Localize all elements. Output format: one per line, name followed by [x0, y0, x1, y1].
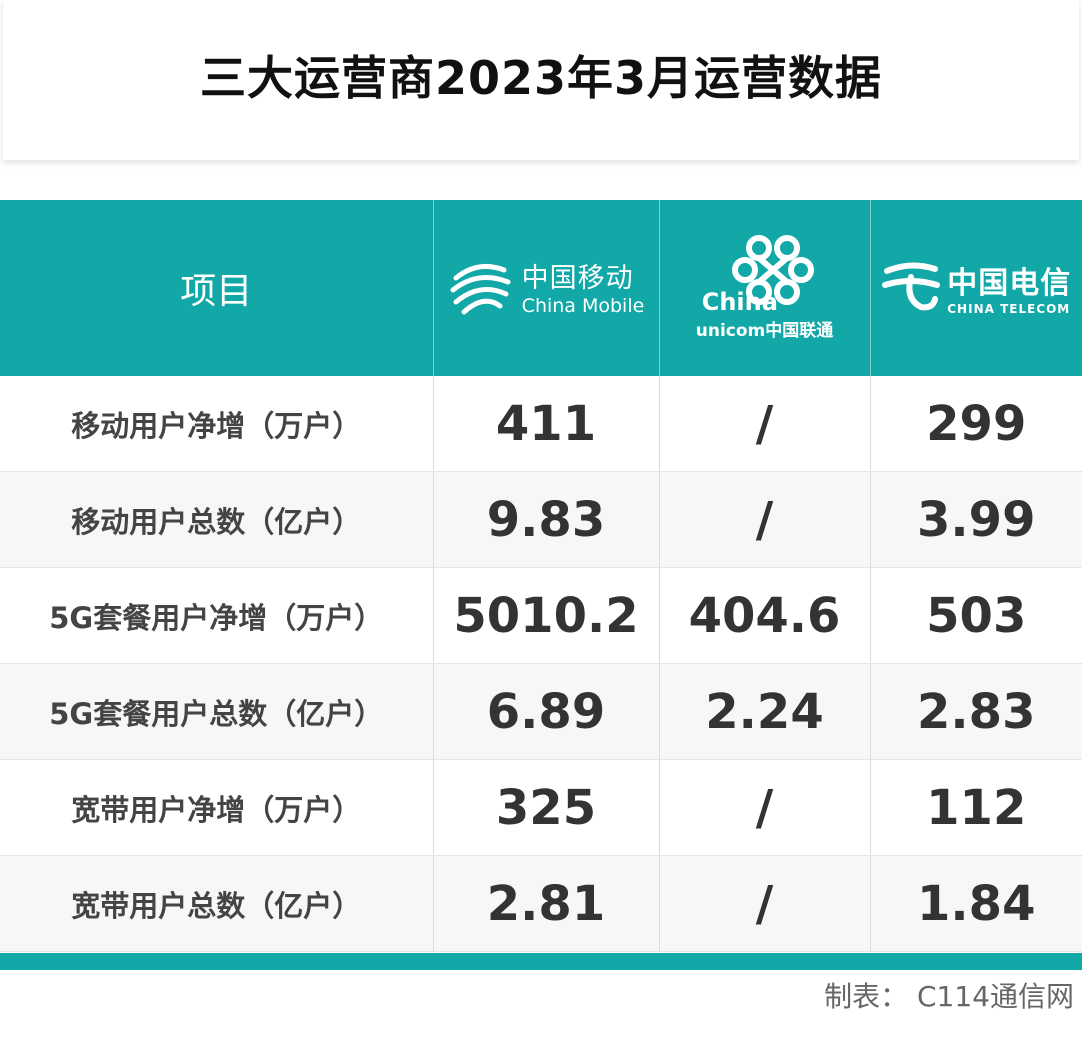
cell-china-mobile: 325: [433, 759, 660, 856]
china-telecom-logo: 中国电信 CHINA TELECOM: [881, 258, 1071, 316]
china-unicom-line2: unicom: [695, 321, 766, 341]
cell-china-telecom: 299: [870, 376, 1082, 472]
row-label: 宽带用户总数（亿户）: [0, 855, 434, 952]
table-row: 5G套餐用户总数（亿户） 6.89 2.24 2.83: [0, 663, 1082, 760]
cell-china-mobile: 5010.2: [433, 567, 660, 664]
table-row: 移动用户总数（亿户） 9.83 / 3.99: [0, 471, 1082, 568]
china-telecom-cn: 中国电信: [947, 265, 1072, 301]
cell-china-telecom: 112: [870, 759, 1082, 856]
data-table: 项目 中国移动: [0, 200, 1082, 952]
cell-china-unicom: 2.24: [659, 663, 871, 760]
row-label: 移动用户净增（万户）: [0, 376, 434, 472]
cell-china-telecom: 3.99: [870, 471, 1082, 568]
bottom-accent-bar: [0, 953, 1082, 970]
china-unicom-knot-icon: [732, 235, 815, 305]
china-unicom-logo: China unicom中国联通: [695, 234, 834, 342]
table-row: 移动用户净增（万户） 411 / 299: [0, 376, 1082, 472]
header-china-mobile: 中国移动 China Mobile: [433, 200, 660, 376]
page-title: 三大运营商2023年3月运营数据: [199, 51, 883, 105]
header-china-unicom: China unicom中国联通: [659, 200, 871, 376]
china-unicom-line1: China: [701, 288, 778, 316]
row-label: 5G套餐用户总数（亿户）: [0, 663, 434, 760]
table-header-row: 项目 中国移动: [0, 200, 1082, 376]
cell-china-mobile: 6.89: [433, 663, 660, 760]
cell-china-telecom: 1.84: [870, 855, 1082, 952]
cell-china-mobile: 9.83: [433, 471, 660, 568]
china-telecom-swoosh-icon: [882, 262, 941, 310]
table-row: 宽带用户总数（亿户） 2.81 / 1.84: [0, 855, 1082, 952]
china-mobile-logo: 中国移动 China Mobile: [448, 256, 645, 317]
cell-china-mobile: 411: [433, 376, 660, 472]
cell-china-mobile: 2.81: [433, 855, 660, 952]
table-row: 5G套餐用户净增（万户） 5010.2 404.6 503: [0, 567, 1082, 664]
row-label: 5G套餐用户净增（万户）: [0, 567, 434, 664]
source-credit: 制表： C114通信网: [824, 980, 1074, 1013]
china-mobile-cn: 中国移动: [521, 262, 634, 294]
table-row: 宽带用户净增（万户） 325 / 112: [0, 759, 1082, 856]
china-telecom-en: CHINA TELECOM: [947, 301, 1071, 316]
cell-china-unicom: /: [659, 376, 871, 472]
cell-china-unicom: /: [659, 471, 871, 568]
header-china-telecom: 中国电信 CHINA TELECOM: [870, 200, 1082, 376]
cell-china-unicom: 404.6: [659, 567, 871, 664]
row-label: 宽带用户净增（万户）: [0, 759, 434, 856]
header-item-cell: 项目: [0, 200, 434, 376]
title-card: [3, 0, 1079, 160]
cell-china-telecom: 503: [870, 567, 1082, 664]
row-label: 移动用户总数（亿户）: [0, 471, 434, 568]
china-unicom-cn: 中国联通: [765, 321, 834, 341]
china-mobile-swirl-icon: [450, 264, 511, 315]
cell-china-unicom: /: [659, 855, 871, 952]
cell-china-unicom: /: [659, 759, 871, 856]
cell-china-telecom: 2.83: [870, 663, 1082, 760]
china-mobile-en: China Mobile: [521, 294, 645, 317]
data-table-container: 项目 中国移动: [0, 200, 1082, 952]
header-item-label: 项目: [180, 271, 253, 312]
